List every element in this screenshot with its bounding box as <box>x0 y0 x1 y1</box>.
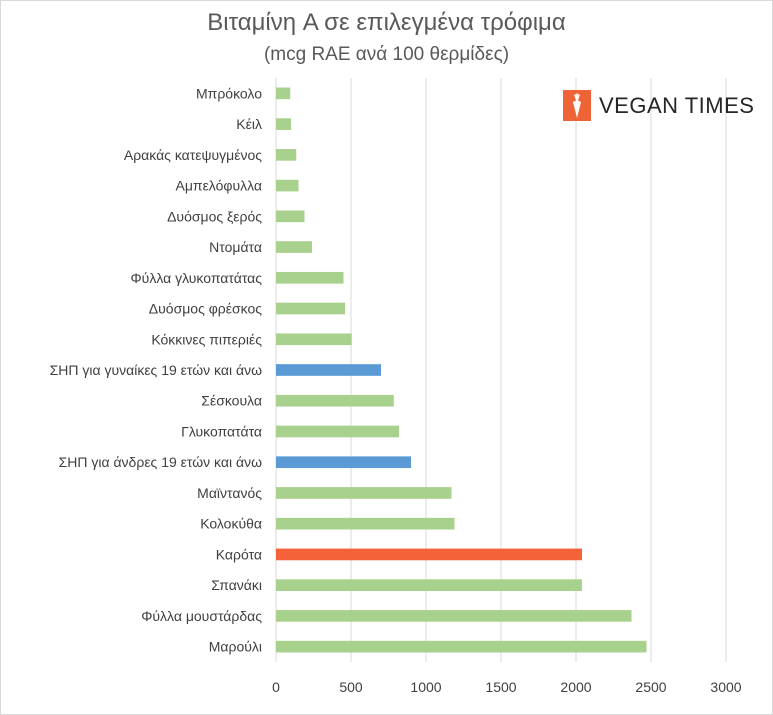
bar <box>276 548 582 561</box>
category-label: ΣΗΠ για άνδρες 19 ετών και άνω <box>59 454 262 470</box>
x-tick-label: 3000 <box>710 679 741 695</box>
bar <box>276 302 345 315</box>
x-tick-label: 2500 <box>635 679 666 695</box>
category-label: Φύλλα γλυκοπατάτας <box>131 270 263 286</box>
bar <box>276 610 632 622</box>
category-label: Κέιλ <box>236 116 262 132</box>
bar <box>276 425 399 438</box>
bar <box>276 517 455 530</box>
bars <box>276 87 647 653</box>
category-label: Δυόσμος ξερός <box>167 208 262 224</box>
x-tick-label: 0 <box>272 679 280 695</box>
category-label: Σέσκουλα <box>201 393 262 409</box>
category-label: Κολοκύθα <box>200 516 262 532</box>
vegan-times-logo: VEGAN TIMES <box>563 90 754 121</box>
category-label: Καρότα <box>216 546 262 562</box>
x-tick-labels: 0 500 1000 1500 2000 2500 3000 <box>272 679 742 695</box>
category-label: Αρακάς κατεψυγμένος <box>124 147 262 163</box>
category-label: Ντομάτα <box>209 239 262 255</box>
x-tick-label: 1500 <box>485 679 516 695</box>
x-tick-label: 500 <box>339 679 363 695</box>
bar <box>276 118 291 130</box>
bar <box>276 333 352 346</box>
category-label: Μπρόκολο <box>196 85 262 101</box>
bar <box>276 394 394 407</box>
chart-title: Βιταμίνη A σε επιλεγμένα τρόφιμα <box>207 9 566 36</box>
category-labels: Μπρόκολο Κέιλ Αρακάς κατεψυγμένος Αμπελόφυλ… <box>50 85 263 654</box>
bar <box>276 241 312 253</box>
bar <box>276 579 582 591</box>
chart-subtitle: (mcg RAE ανά 100 θερμίδες) <box>263 44 510 65</box>
bar <box>276 456 411 469</box>
gridlines <box>275 78 727 662</box>
bar <box>276 179 299 192</box>
bar <box>276 364 381 376</box>
bar <box>276 149 297 161</box>
category-label: Μαρούλι <box>209 639 262 655</box>
category-label: Κόκκινες πιπεριές <box>151 331 262 347</box>
bar <box>276 640 647 653</box>
bar <box>276 271 344 284</box>
category-label: Φύλλα μουστάρδας <box>141 608 262 624</box>
category-label: Σπανάκι <box>211 577 262 593</box>
category-label: Μαϊντανός <box>197 485 262 501</box>
bar <box>276 87 291 100</box>
category-label: ΣΗΠ για γυναίκες 19 ετών και άνω <box>50 362 262 378</box>
carrot-icon <box>563 90 591 121</box>
x-tick-label: 1000 <box>410 679 441 695</box>
bar <box>276 487 452 499</box>
category-label: Αμπελόφυλλα <box>176 178 263 194</box>
x-tick-label: 2000 <box>560 679 591 695</box>
category-label: Δυόσμος φρέσκος <box>149 301 262 317</box>
logo-text: VEGAN TIMES <box>599 92 755 118</box>
category-label: Γλυκοπατάτα <box>181 423 262 439</box>
bar <box>276 210 305 223</box>
